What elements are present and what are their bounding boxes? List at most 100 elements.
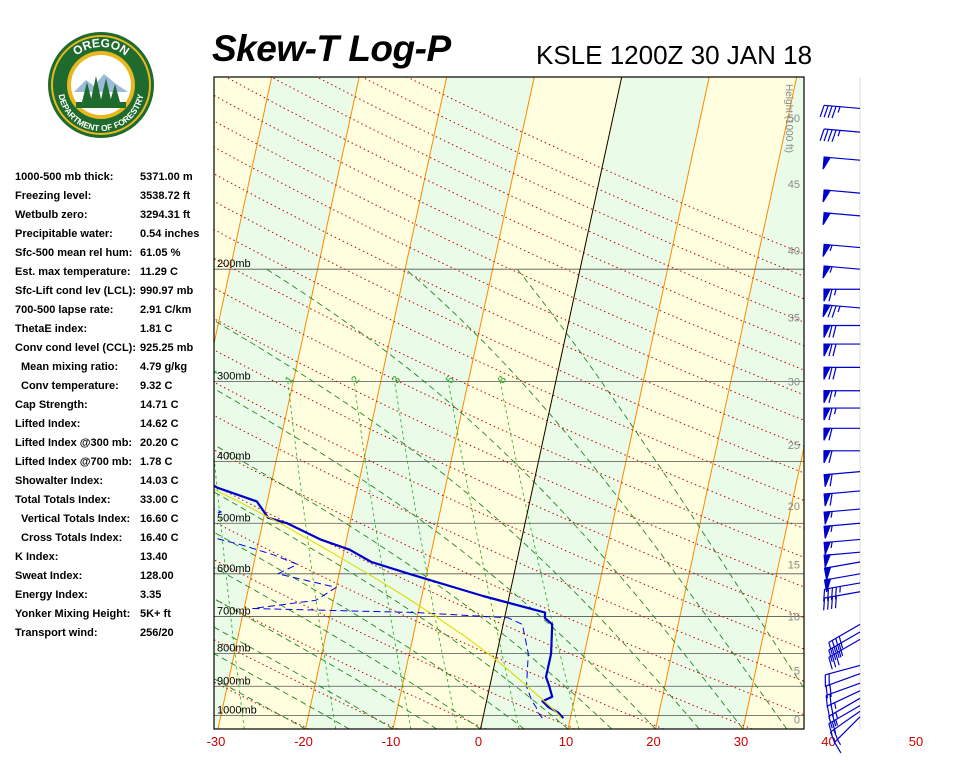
wind-barb-half-feather [833,407,837,415]
wind-barb-feather [828,390,833,403]
wind-barb-feather [828,716,833,729]
wind-barb-feather [832,367,837,380]
wind-barb-flag [822,189,832,203]
wind-barb-staff [825,664,861,676]
moist-adiabat [214,387,656,729]
index-label: ThetaE index: [15,323,88,335]
wind-barb-flag [822,304,832,318]
wind-barb-half-feather [830,541,833,549]
wind-barb-flag [823,473,832,487]
station-time-label: KSLE 1200Z 30 JAN 18 [536,40,813,70]
index-label: Transport wind: [15,627,98,639]
pressure-label: 800mb [217,643,251,655]
mixing-ratio-line [287,381,337,729]
wind-barb-feather [831,305,837,318]
mixing-ratio-label: 2 [349,374,362,386]
index-label: Vertical Totals Index: [21,513,131,525]
temperature-band [214,77,360,729]
wind-barb [819,104,861,119]
parcel-trace [214,488,563,719]
wind-barb-staff [825,673,861,687]
index-row: Lifted Index @300 mb: 20.20 C [15,434,211,453]
wind-barb-feather [829,493,833,506]
wind-barb [825,682,861,708]
index-value: 33.00 C [140,494,179,506]
wind-barb-half-feather [833,289,837,296]
index-row: Energy Index: 3.35 [15,586,211,605]
height-tick-label: 25 [788,440,800,452]
wind-barb [823,471,861,487]
wind-barb [823,508,861,525]
wind-barb [822,212,861,225]
wind-barb-staff [824,582,861,590]
wind-barb-staff [834,716,861,743]
x-tick-label: 50 [909,734,923,749]
index-row: Total Totals Index: 33.00 C [15,491,211,510]
wind-barb-feather [823,597,826,611]
wind-barb [823,324,860,338]
dry-adiabat [214,598,487,729]
wind-barb-flag [823,427,831,441]
wind-barb-flag [823,578,832,593]
wind-barb-feather [829,694,832,707]
wind-barb-feather [828,289,833,302]
wind-barb-feather [834,595,837,609]
index-label: Est. max temperature: [15,266,131,278]
wind-barb [824,664,861,688]
index-label: Cross Totals Index: [21,532,123,544]
index-value: 3538.72 ft [140,190,191,202]
wind-barb-staff [825,682,861,697]
wind-barb-flag [823,492,832,507]
index-value: 14.71 C [140,399,179,411]
index-label: Total Totals Index: [15,494,111,506]
wind-barb-flag [823,450,831,464]
pressure-label: 200mb [217,258,251,270]
index-label: Conv temperature: [21,380,119,392]
temperature-band [218,77,447,729]
wind-barb-feather [827,597,830,610]
wind-barb-flag [822,265,832,279]
wind-barb-feather [830,587,834,601]
index-row: Freezing level: 3538.72 ft [15,187,211,206]
svg-text:OREGON: OREGON [70,36,132,59]
index-value: 9.32 C [140,380,173,392]
isotherm [567,77,710,729]
wind-barb-flag [823,541,832,555]
index-value: 13.40 [140,551,168,563]
index-row: Lifted Index @700 mb: 1.78 C [15,453,211,472]
wind-barb-feather [828,723,833,736]
x-tick-label: 30 [734,734,748,749]
wind-barb-feather [828,450,833,463]
wind-barb [826,690,861,719]
wind-barb-flag [823,407,831,421]
wind-barb-half-feather [829,244,833,252]
index-value: 14.03 C [140,475,179,487]
height-tick-label: 0 [794,714,800,726]
index-row: Sfc-500 mean rel hum: 61.05 % [15,244,211,263]
wind-barb-flag [822,156,832,170]
x-tick-label: -10 [382,734,401,749]
moist-adiabat [214,319,700,729]
temperature-band [480,77,710,729]
index-row: Cap Strength: 14.71 C [15,396,211,415]
temperature-band [918,77,960,729]
wind-barb-flag [823,324,831,338]
wind-barb-staff [827,690,861,707]
wind-barb-flag [823,390,831,403]
index-row: Precipitable water: 0.54 inches [15,225,211,244]
index-row: Conv temperature: 9.32 C [15,377,211,396]
index-value: 1.78 C [140,456,173,468]
index-row: Sweat Index: 128.00 [15,567,211,586]
isotherm [0,77,9,729]
mixing-ratio-line [499,381,580,729]
index-value: 14.62 C [140,418,179,430]
index-value: 2.91 C/km [140,304,192,316]
wind-barb-feather [819,105,825,118]
wind-barb-feather [827,105,833,118]
index-row: Est. max temperature: 11.29 C [15,263,211,282]
wind-barb [822,265,861,279]
index-label: Sfc-500 mean rel hum: [15,247,133,259]
moist-adiabat [214,678,306,729]
wind-barb-feather [825,695,829,708]
